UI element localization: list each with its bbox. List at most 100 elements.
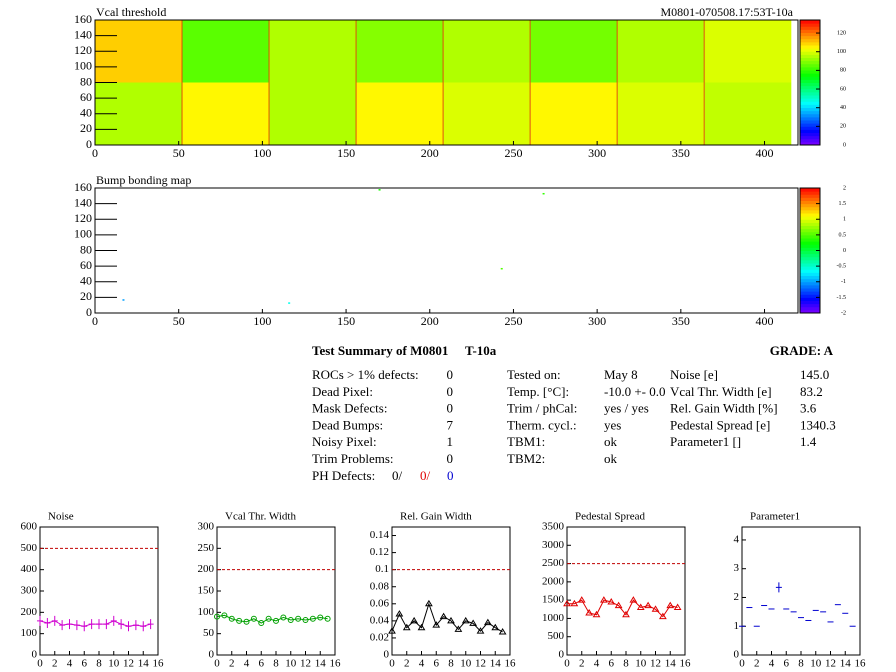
marker — [570, 599, 579, 607]
marker — [110, 615, 117, 626]
chart-title: Noise — [48, 511, 74, 523]
marker — [103, 619, 110, 630]
summary-value: May 8 — [604, 367, 638, 382]
y-tick-label: 2000 — [542, 575, 565, 587]
palette-step — [800, 116, 820, 121]
palette-step — [800, 60, 820, 65]
heat-cell — [530, 20, 618, 83]
y-tick-label: 40 — [80, 274, 92, 288]
marker — [599, 596, 608, 603]
palette-step — [800, 29, 820, 33]
y-tick-label: 200 — [198, 563, 215, 575]
bump-point — [542, 192, 545, 195]
palette-step — [800, 238, 820, 242]
heat-cell — [443, 20, 531, 83]
x-tick-label: 6 — [259, 658, 265, 670]
x-tick-label: 4 — [769, 658, 775, 670]
palette-label: 0.5 — [839, 232, 847, 238]
summary-label: Rel. Gain Width [%] — [670, 401, 778, 416]
y-tick-label: 60 — [80, 90, 92, 104]
summary-value: yes / yes — [604, 401, 649, 416]
frame — [391, 526, 511, 656]
marker — [636, 603, 645, 610]
y-tick-label: 0.12 — [370, 546, 389, 558]
palette-label: 0 — [843, 142, 846, 148]
summary-label: Dead Bumps: — [312, 417, 383, 432]
summary-value: ok — [604, 451, 618, 466]
series-line — [216, 614, 328, 624]
x-tick-label: 0 — [564, 658, 570, 670]
x-tick-label: 300 — [588, 146, 606, 160]
x-tick-label: 2 — [754, 658, 760, 670]
palette-step — [800, 73, 820, 77]
heat-cell — [356, 20, 444, 83]
x-tick-label: 6 — [434, 658, 440, 670]
marker — [476, 627, 485, 634]
palette-step — [800, 284, 820, 289]
palette-step — [800, 303, 820, 308]
palette-step — [800, 104, 820, 108]
palette-step — [800, 194, 820, 198]
palette-step — [800, 135, 820, 140]
marker — [388, 627, 396, 634]
palette-step — [800, 288, 820, 292]
palette-step — [800, 129, 820, 133]
palette-frame — [799, 19, 821, 146]
palette-step — [800, 123, 820, 127]
x-tick-label: 4 — [67, 658, 73, 670]
palette-label: 2 — [843, 185, 846, 191]
x-tick-label: 6 — [784, 658, 790, 670]
marker — [280, 614, 287, 621]
y-tick-label: 0 — [209, 649, 215, 661]
x-tick-label: 2 — [52, 658, 58, 670]
grade: GRADE: A — [770, 343, 834, 358]
x-tick-label: 12 — [825, 658, 836, 670]
x-tick-label: 14 — [490, 658, 502, 670]
y-tick-label: 500 — [21, 542, 38, 554]
marker — [287, 617, 294, 624]
x-tick-label: 0 — [37, 658, 43, 670]
summary-value: 3.6 — [800, 401, 817, 416]
palette-step — [800, 253, 820, 258]
summary-title: Test Summary of M0801 — [312, 343, 448, 358]
y-tick-label: 40 — [80, 106, 92, 120]
marker — [73, 620, 80, 631]
ph-value: 0 — [447, 468, 454, 483]
y-tick-label: 80 — [80, 242, 92, 256]
marker — [309, 615, 316, 622]
marker — [775, 582, 782, 593]
palette-step — [800, 247, 820, 251]
series-line — [39, 620, 151, 627]
palette-step — [800, 291, 820, 295]
y-tick-label: 0 — [86, 137, 92, 151]
marker — [491, 623, 500, 631]
y-tick-label: 100 — [74, 59, 92, 73]
heat-cell — [269, 82, 357, 145]
palette-step — [800, 200, 820, 205]
summary-label: Trim Problems: — [312, 451, 394, 466]
summary-value: 83.2 — [800, 384, 823, 399]
frame — [741, 526, 861, 656]
marker — [147, 619, 154, 630]
marker — [37, 615, 43, 626]
summary-value: 145.0 — [800, 367, 829, 382]
ph-value: 0/ — [392, 468, 403, 483]
x-tick-label: 10 — [108, 658, 120, 670]
bump-point — [378, 189, 381, 191]
palette-label: 80 — [840, 68, 846, 74]
y-tick-label: 3000 — [542, 539, 565, 551]
palette-step — [800, 244, 820, 248]
marker — [59, 620, 66, 631]
x-tick-label: 12 — [475, 658, 486, 670]
y-tick-label: 50 — [203, 627, 215, 639]
y-tick-label: 1000 — [542, 612, 565, 624]
chart-title: Pedestal Spread — [575, 511, 645, 523]
x-tick-label: 300 — [588, 314, 606, 328]
x-tick-label: 50 — [173, 146, 185, 160]
palette-label: -0.5 — [837, 264, 847, 270]
palette-step — [800, 48, 820, 52]
marker — [454, 625, 463, 632]
palette-step — [800, 281, 820, 286]
x-tick-label: 150 — [337, 146, 355, 160]
marker — [250, 615, 257, 622]
